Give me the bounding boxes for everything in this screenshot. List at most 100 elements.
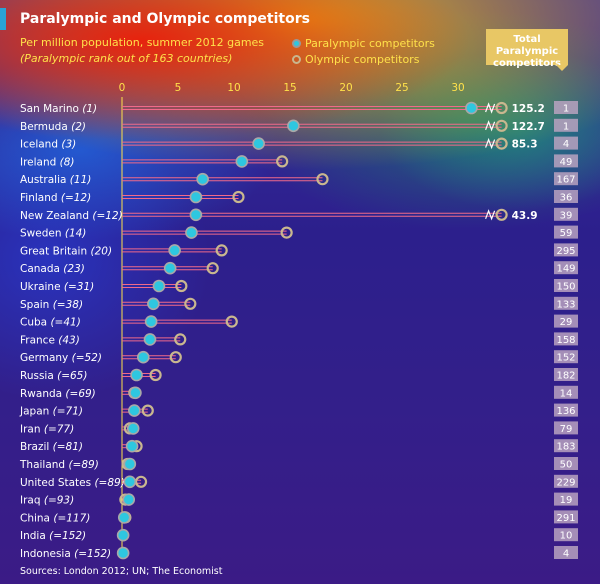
total-value: 150 <box>556 282 575 293</box>
olympic-point <box>149 368 162 382</box>
axis-break-icon <box>485 209 496 221</box>
row-label: Finland (=12) <box>20 192 91 204</box>
total-value: 39 <box>560 210 573 221</box>
total-box <box>554 207 578 221</box>
olympic-point <box>276 155 289 168</box>
total-value: 19 <box>560 495 573 506</box>
olympic-marker-icon <box>292 54 301 64</box>
row-label: San Marino (1) <box>20 103 97 115</box>
paralympic-point <box>152 279 166 293</box>
row-label: Rwanda (=69) <box>20 388 96 400</box>
totals-column-header: Total Paralympic competitors <box>486 29 568 71</box>
paralympic-point <box>465 101 478 115</box>
total-box <box>554 492 578 506</box>
olympic-point <box>174 333 187 346</box>
total-box <box>554 350 578 364</box>
row-label: Spain (=38) <box>20 299 83 311</box>
total-box <box>554 421 578 435</box>
paralympic-point <box>189 190 203 204</box>
title-accent-bar <box>0 8 6 30</box>
row-label: Indonesia (=152) <box>20 548 111 560</box>
paralympic-point <box>116 546 130 560</box>
x-tick-label: 10 <box>227 82 240 94</box>
total-value: 183 <box>556 442 575 453</box>
total-box <box>554 118 578 132</box>
olympic-value-label: 85.3 <box>512 139 538 151</box>
row-label: Iceland (3) <box>20 139 76 151</box>
row-label: Bermuda (2) <box>20 121 86 133</box>
legend-item-olympic: Olympic competitors <box>292 51 435 67</box>
total-box <box>554 243 578 257</box>
total-box <box>554 279 578 292</box>
olympic-point <box>495 119 508 132</box>
total-box <box>554 510 578 524</box>
total-value: 149 <box>556 264 575 275</box>
paralympic-point <box>287 119 300 133</box>
total-box <box>554 385 578 399</box>
total-value: 50 <box>560 460 573 471</box>
total-box <box>554 528 578 542</box>
total-box <box>554 368 578 381</box>
olympic-point <box>175 279 188 293</box>
total-value: 59 <box>560 228 573 239</box>
total-box <box>554 296 578 310</box>
row-label: Ukraine (=31) <box>20 281 94 293</box>
total-box <box>554 546 578 559</box>
total-value: 36 <box>560 193 573 204</box>
legend-label-paralympic: Paralympic competitors <box>305 36 435 50</box>
x-tick-label: 15 <box>283 82 296 94</box>
x-tick-label: 5 <box>175 82 182 94</box>
total-value: 291 <box>556 513 575 524</box>
x-tick-label: 20 <box>339 82 352 94</box>
row-label: Ireland (8) <box>20 156 75 168</box>
paralympic-point <box>117 511 131 524</box>
paralympic-point <box>163 261 177 275</box>
total-box <box>554 332 578 346</box>
paralympic-point <box>128 404 141 417</box>
row-label: Canada (23) <box>20 263 85 275</box>
total-box <box>554 403 578 417</box>
row-label: Cuba (=41) <box>20 317 81 329</box>
total-box <box>554 439 578 453</box>
olympic-point <box>495 101 508 115</box>
total-box <box>554 225 578 239</box>
paralympic-point <box>143 333 157 346</box>
olympic-point <box>495 208 508 221</box>
axis-break-icon <box>485 137 496 150</box>
total-value: 158 <box>556 335 575 346</box>
legend-item-paralympic: Paralympic competitors <box>292 35 435 51</box>
olympic-point <box>215 244 228 257</box>
total-value: 167 <box>556 175 575 186</box>
paralympic-point <box>168 244 181 257</box>
legend-label-olympic: Olympic competitors <box>305 52 420 66</box>
olympic-point <box>280 226 293 239</box>
total-value: 182 <box>556 371 575 382</box>
olympic-value-label: 125.2 <box>512 103 545 115</box>
total-value: 133 <box>556 299 575 310</box>
row-label: France (43) <box>20 334 80 346</box>
total-box <box>554 136 578 150</box>
row-label: Japan (=71) <box>19 406 83 418</box>
row-label: Russia (=65) <box>20 370 87 382</box>
olympic-point <box>169 351 182 364</box>
paralympic-point <box>125 439 139 453</box>
row-label: Great Britain (20) <box>20 245 112 257</box>
total-value: 229 <box>556 477 575 488</box>
total-value: 136 <box>556 406 575 417</box>
total-box <box>554 172 578 186</box>
row-label: China (=117) <box>20 512 90 524</box>
total-value: 152 <box>556 353 575 364</box>
paralympic-point <box>123 457 137 471</box>
total-value: 295 <box>556 246 575 257</box>
paralympic-point <box>129 386 142 400</box>
total-box <box>554 474 578 488</box>
olympic-point <box>232 190 245 204</box>
chart-title: Paralympic and Olympic competitors <box>20 11 310 27</box>
row-label: Sweden (14) <box>20 228 86 240</box>
chart-subtitle: Per million population, summer 2012 game… <box>20 36 265 49</box>
paralympic-point <box>252 137 265 150</box>
paralympic-point <box>235 155 249 168</box>
row-label: New Zealand (=12) <box>20 210 123 222</box>
paralympic-point <box>116 528 130 542</box>
